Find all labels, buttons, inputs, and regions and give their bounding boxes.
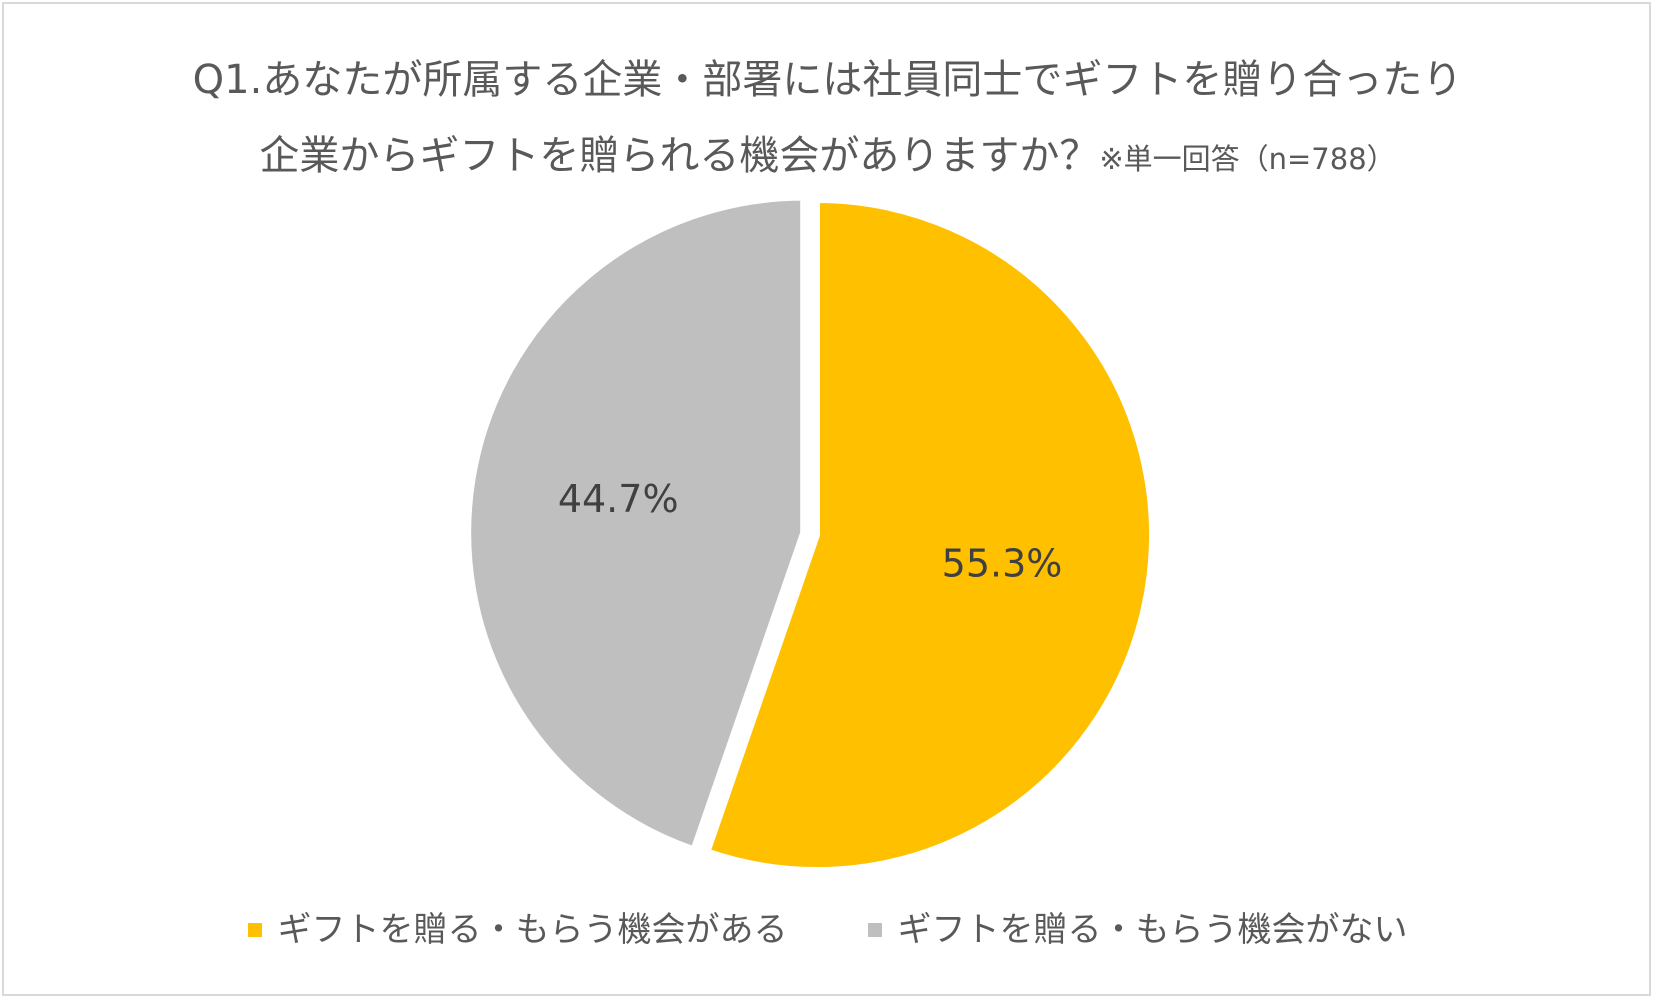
legend-swatch-yes xyxy=(247,923,262,937)
pie-slice-yes xyxy=(704,197,1155,873)
legend-swatch-no xyxy=(867,923,882,937)
pie-label-yes: 55.3% xyxy=(942,542,1063,586)
chart-title-line2: 企業からギフトを贈られる機会がありますか？※単一回答（n=788） xyxy=(0,128,1655,187)
legend-label-yes: ギフトを贈る・もらう機会がある xyxy=(277,910,788,950)
chart-title-line2-main: 企業からギフトを贈られる機会がありますか？ xyxy=(259,133,1100,179)
pie-slice-no xyxy=(465,194,807,853)
chart-title-line1: Q1.あなたが所属する企業・部署には社員同士でギフトを贈り合ったり xyxy=(192,57,1463,103)
legend-label-no: ギフトを贈る・もらう機会がない xyxy=(897,910,1408,950)
chart-title-note: ※単一回答（n=788） xyxy=(1099,142,1396,176)
chart-legend: ギフトを贈る・もらう機会がある ギフトを贈る・もらう機会がない xyxy=(0,905,1655,955)
legend-item-yes: ギフトを贈る・もらう機会がある xyxy=(247,905,788,955)
legend-item-no: ギフトを贈る・もらう機会がない xyxy=(867,905,1408,955)
pie-label-no: 44.7% xyxy=(558,477,679,521)
